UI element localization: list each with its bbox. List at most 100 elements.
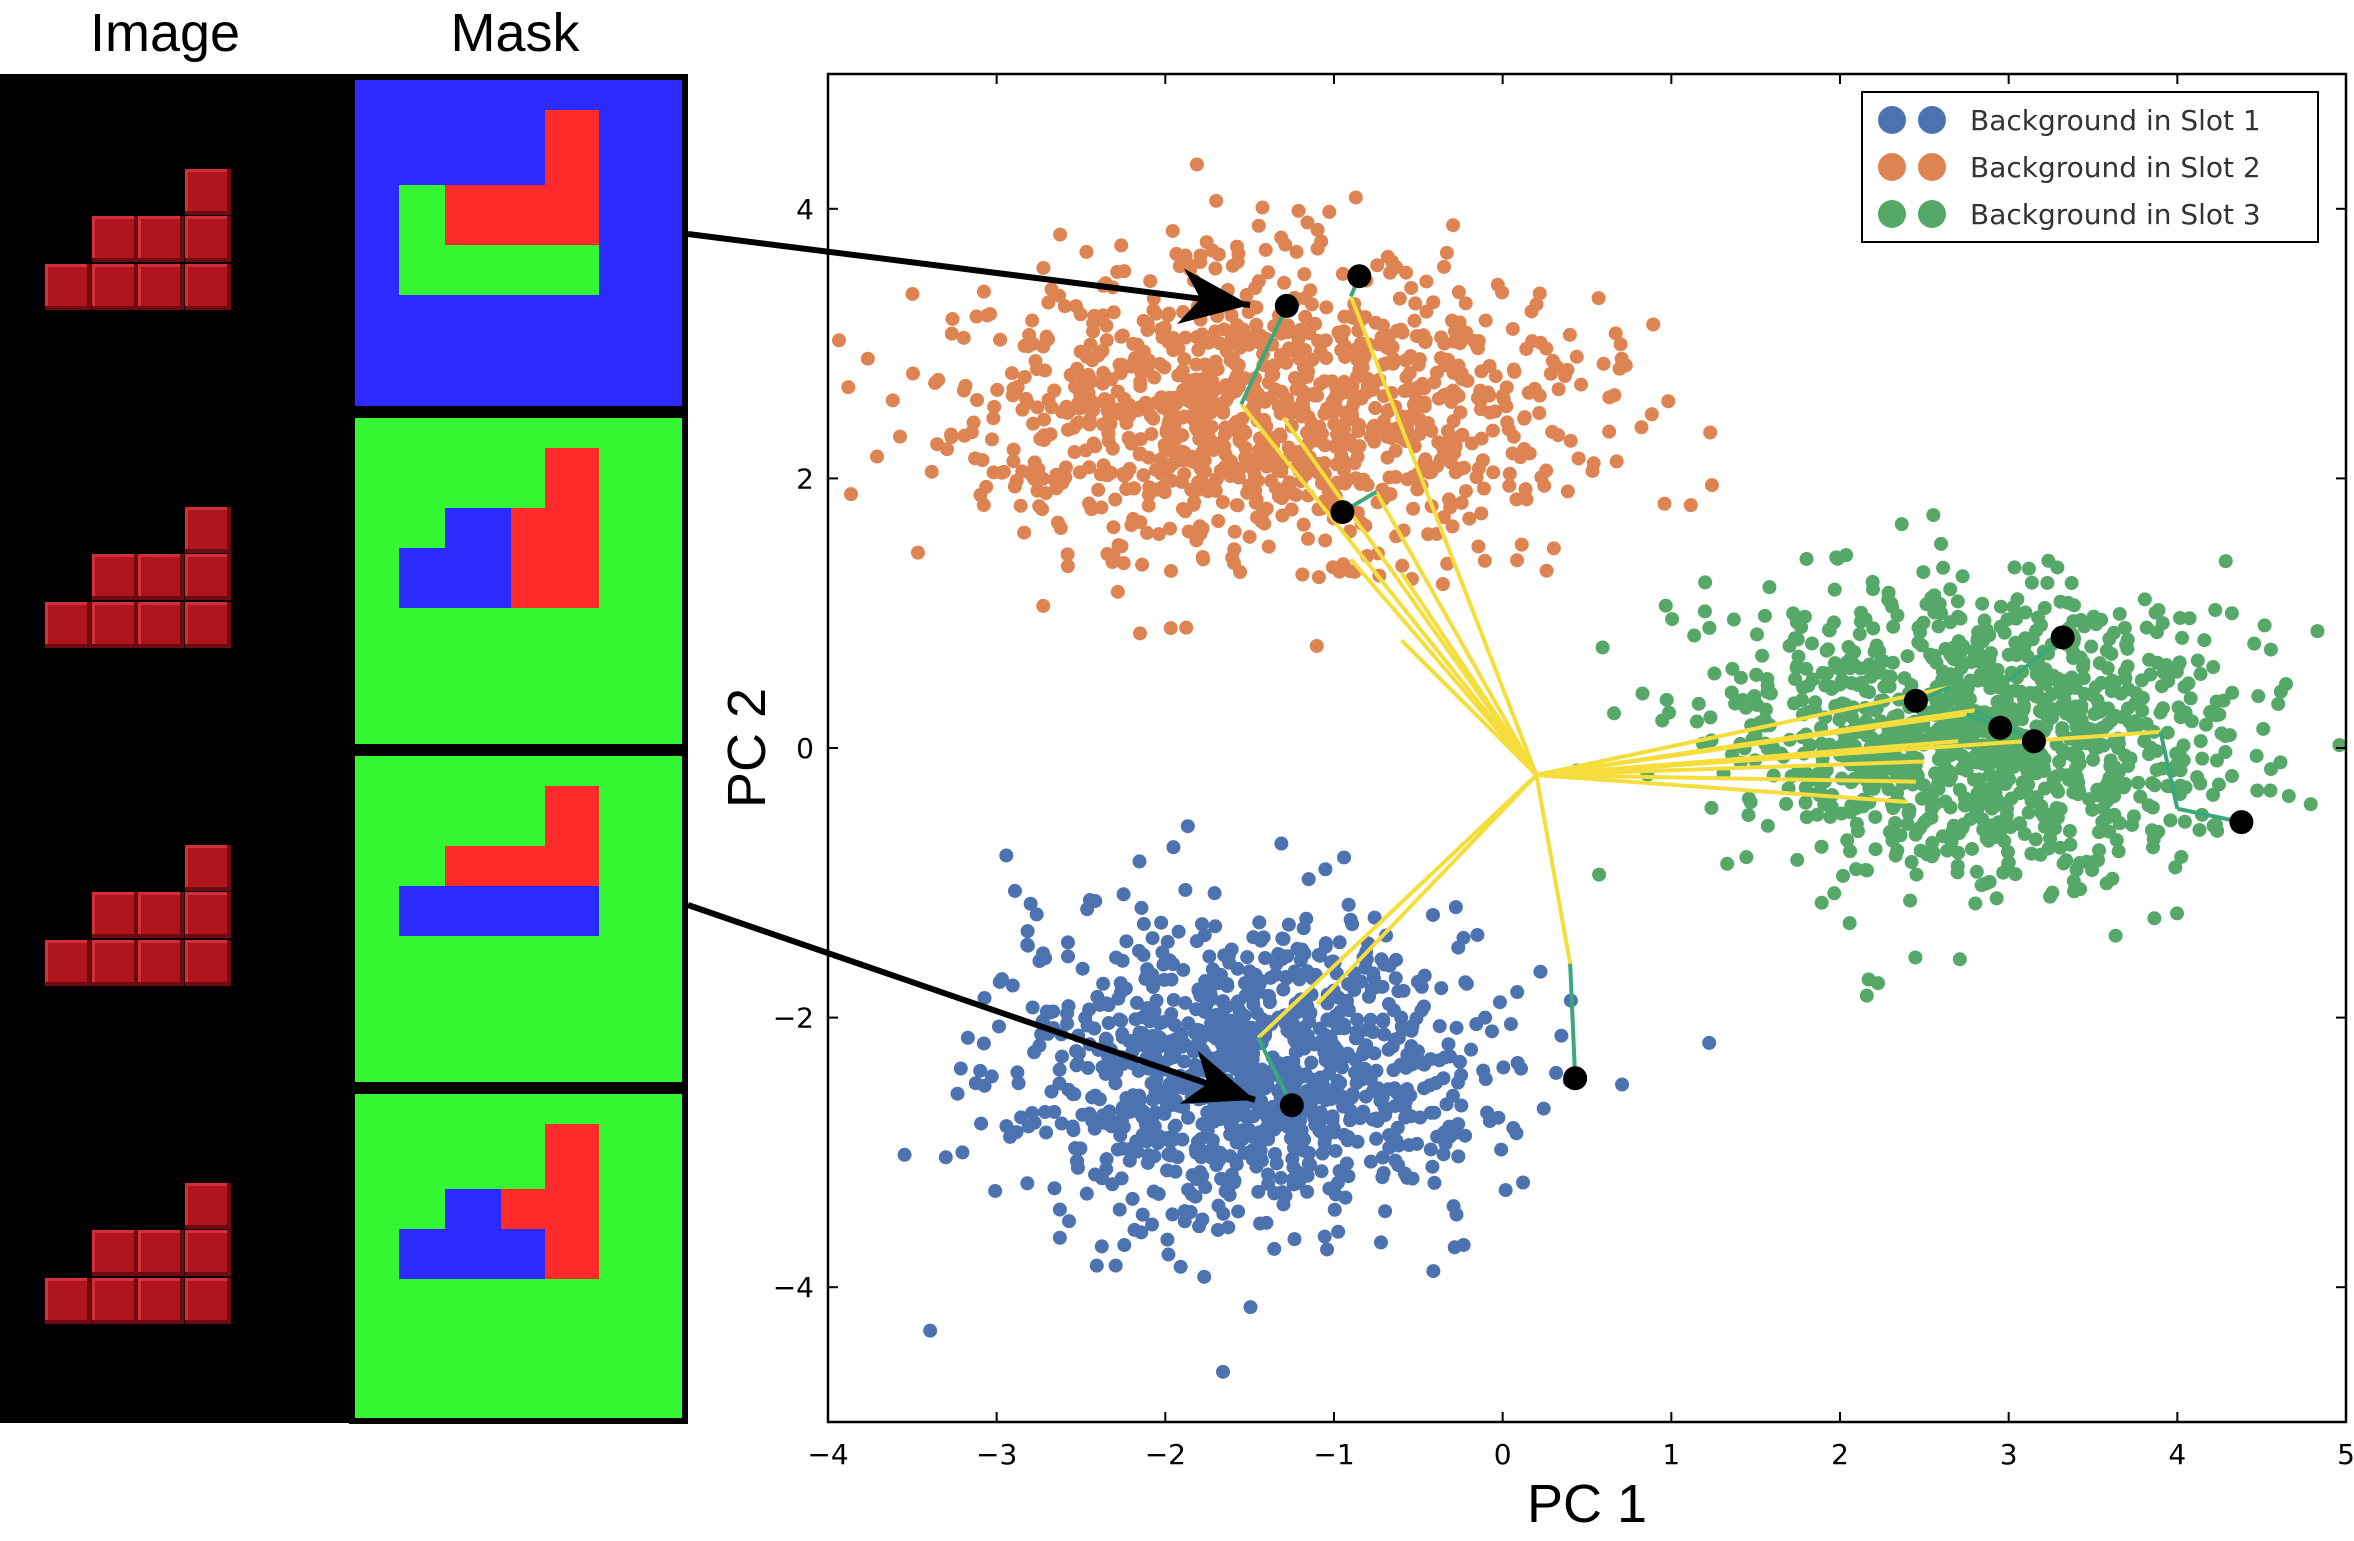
scatter-point xyxy=(1537,478,1552,493)
scatter-point xyxy=(1691,696,1706,711)
scatter-point xyxy=(1216,1206,1231,1221)
scatter-point xyxy=(1060,1006,1075,1021)
scatter-point xyxy=(1894,517,1909,532)
scatter-point xyxy=(2249,748,2264,763)
scatter-point xyxy=(1363,1072,1378,1087)
scatter-point xyxy=(1105,441,1120,456)
scatter-point xyxy=(1615,1077,1630,1092)
scatter-point xyxy=(1317,1229,1332,1244)
trajectory-tail xyxy=(1568,963,1578,1079)
scatter-point xyxy=(1251,1184,1266,1199)
scatter-point xyxy=(1496,1060,1511,1075)
scatter-point xyxy=(1160,934,1175,949)
scatter-point xyxy=(2021,768,2036,783)
scatter-point xyxy=(1299,911,1314,926)
scatter-point xyxy=(1181,1016,1196,1031)
scatter-point xyxy=(2135,703,2150,718)
scatter-point xyxy=(2117,620,2132,635)
scatter-point xyxy=(1249,317,1264,332)
scatter-point xyxy=(1139,1134,1154,1149)
scatter-point xyxy=(1334,330,1349,345)
scatter-point xyxy=(1879,731,1894,746)
scatter-point xyxy=(1163,1045,1178,1060)
scatter-point xyxy=(1122,1153,1137,1168)
scatter-point xyxy=(1344,402,1359,417)
scatter-point xyxy=(1459,976,1474,991)
scatter-point xyxy=(1181,1182,1196,1197)
scatter-point xyxy=(1741,808,1756,823)
scatter-point xyxy=(1436,1147,1451,1162)
scatter-point xyxy=(1169,246,1184,261)
red-cube xyxy=(138,1278,184,1324)
scatter-point xyxy=(1043,427,1058,442)
scatter-point xyxy=(2171,657,2186,672)
trajectory-line xyxy=(1374,490,1539,776)
scatter-point xyxy=(1178,504,1193,519)
scatter-point xyxy=(1197,438,1212,453)
scatter-point xyxy=(2256,721,2271,736)
trajectory-line xyxy=(1536,759,1925,777)
scatter-point xyxy=(1702,620,1717,635)
scatter-point xyxy=(2024,575,2039,590)
scatter-point xyxy=(1231,1044,1246,1059)
scatter-point xyxy=(1098,1059,1113,1074)
scatter-point xyxy=(2208,817,2223,832)
scatter-point xyxy=(1215,495,1230,510)
legend-label: Background in Slot 2 xyxy=(1970,151,2261,184)
scatter-point xyxy=(1510,985,1525,1000)
scatter-point xyxy=(1096,394,1111,409)
scatter-point xyxy=(1308,316,1323,331)
scatter-point xyxy=(1900,816,1915,831)
legend-label: Background in Slot 1 xyxy=(1970,104,2261,137)
scatter-point xyxy=(1280,325,1295,340)
scatter-point xyxy=(1527,381,1542,396)
scatter-point xyxy=(2053,802,2068,817)
scatter-point xyxy=(1135,1025,1150,1040)
scatter-point xyxy=(1349,1076,1364,1091)
scatter-point xyxy=(1115,953,1130,968)
scatter-point xyxy=(1464,1042,1479,1057)
scatter-point xyxy=(1853,661,1868,676)
scatter-point xyxy=(1401,1138,1416,1153)
scatter-point xyxy=(976,1036,991,1051)
scatter-point xyxy=(1275,931,1290,946)
scatter-point xyxy=(1498,1183,1513,1198)
mask-segment xyxy=(445,508,511,608)
scatter-point xyxy=(1488,369,1503,384)
scatter-point xyxy=(2007,752,2022,767)
trajectory-line xyxy=(1536,772,1916,784)
scatter-point xyxy=(1325,560,1340,575)
scatter-point xyxy=(1449,1020,1464,1035)
scatter-point xyxy=(1419,304,1434,319)
scatter-point xyxy=(1494,1142,1509,1157)
legend-marker xyxy=(1918,106,1946,134)
scatter-point xyxy=(1278,1188,1293,1203)
scatter-point xyxy=(1961,690,1976,705)
scatter-point xyxy=(1111,1057,1126,1072)
scatter-point xyxy=(1592,867,1607,882)
scatter-point xyxy=(1020,938,1035,953)
scatter-point xyxy=(1452,315,1467,330)
scatter-point xyxy=(1325,1109,1340,1124)
scatter-point xyxy=(1881,782,1896,797)
scatter-point xyxy=(1161,334,1176,349)
scatter-point xyxy=(841,380,856,395)
scatter-point xyxy=(1292,1174,1307,1189)
scatter-point xyxy=(905,366,920,381)
scatter-point xyxy=(1305,352,1320,367)
scatter-point xyxy=(1790,852,1805,867)
scatter-point xyxy=(1106,305,1121,320)
scatter-point xyxy=(1099,1162,1114,1177)
mask-segment xyxy=(445,846,545,886)
scatter-point xyxy=(2273,684,2288,699)
scatter-point xyxy=(1347,456,1362,471)
scatter-point xyxy=(1223,1149,1238,1164)
scatter-point xyxy=(1442,492,1457,507)
scatter-point xyxy=(2192,822,2207,837)
scatter-point xyxy=(968,451,983,466)
scatter-point xyxy=(986,411,1001,426)
scatter-point xyxy=(1233,340,1248,355)
scatter-point xyxy=(1343,564,1358,579)
scatter-point xyxy=(1084,374,1099,389)
scatter-point xyxy=(1209,193,1224,208)
